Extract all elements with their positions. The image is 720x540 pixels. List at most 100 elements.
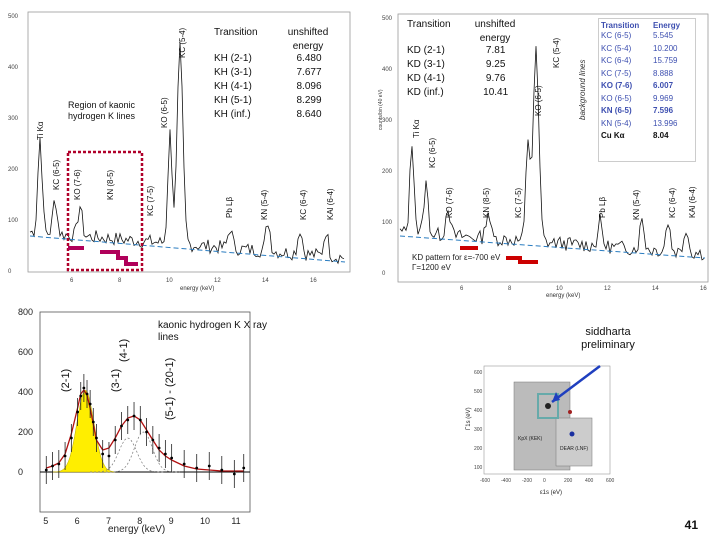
siddharta-box: [537, 393, 559, 419]
left-table-transition: KH (4-1): [214, 81, 252, 92]
data-point: [120, 412, 123, 440]
kaonic-hydrogen-fit-chart: 0 200 400 600 800 5 6 7 8 9 10 11 energy (keV): [18, 307, 251, 535]
inset-xlabel: ε1s (eV): [540, 490, 562, 496]
data-point: [182, 450, 186, 478]
right-table-row: KD (2-1) 7.81: [407, 44, 519, 58]
data-point: [242, 454, 246, 482]
r-label-kn85: KN (8-5): [482, 187, 491, 218]
data-point: [88, 390, 92, 418]
right-baseline-fit: [399, 235, 706, 259]
inset-x-tick: -200: [522, 478, 532, 484]
data-point: [151, 426, 155, 454]
data-point: [85, 380, 89, 408]
bg-row-transition: KC (5-4): [601, 43, 632, 53]
r-label-ko76: KO (7-6): [445, 187, 454, 218]
right-table-transition: KD (2-1): [407, 45, 445, 56]
fit-label-41: (4-1): [118, 338, 130, 362]
left-table-energy: 8.299: [296, 95, 322, 106]
x-tick-label: 5: [43, 516, 48, 526]
left-table-transition: KH (2-1): [214, 53, 252, 64]
bg-row-energy: 5.545: [653, 31, 674, 40]
inset-y-tick: 200: [474, 446, 483, 452]
inset-x-tick: -600: [480, 478, 490, 484]
r-label-ko65: KO (6-5): [534, 85, 543, 116]
y-tick-label: 200: [8, 167, 19, 173]
r-label-kc54: KC (5-4): [552, 37, 561, 68]
bg-row-energy: 9.969: [653, 93, 674, 103]
bg-row-transition: KN (5-4): [601, 118, 632, 128]
left-table-header-transition: Transition: [214, 27, 258, 38]
r-label-kc64: KC (6-4): [668, 187, 677, 218]
bg-row-energy: 8.04: [653, 131, 669, 140]
bg-header-transition: Transition: [601, 21, 640, 30]
y-tick-label: 100: [382, 220, 393, 226]
right-table-row: KD (4-1) 9.76: [407, 72, 519, 86]
x-tick-label: 10: [166, 278, 173, 284]
right-table-header-energy: unshifted energy: [474, 19, 516, 44]
fit-xlabel: energy (keV): [108, 524, 165, 535]
dear-label: DEAR (LNF): [560, 446, 588, 452]
data-point: [113, 426, 117, 454]
left-table-row: KH (4-1) 8.096: [214, 80, 334, 94]
left-table-col2: unshifted energy: [282, 26, 334, 54]
bg-row-transition: KC (7-5): [601, 68, 632, 78]
bg-table-header: Transition Energy: [601, 21, 693, 30]
data-point: [132, 402, 136, 430]
x-tick-label: 8: [137, 516, 142, 526]
background-lines-table: Transition Energy KC (6-5) 5.545 KC (5-4) 10.…: [598, 18, 696, 162]
r-label-kal64: KAl (6-4): [688, 186, 697, 218]
label-ko65: KO (6-5): [160, 97, 169, 128]
kh41-component: [105, 431, 180, 473]
kd-pattern-bars: [460, 246, 538, 264]
label-kc54: KC (5-4): [178, 27, 187, 58]
bg-row-energy: 13.996: [653, 118, 678, 128]
kpx-point: [568, 410, 572, 414]
y-tick-label: 0: [382, 271, 386, 277]
x-tick-label: 12: [214, 278, 221, 284]
bg-row-transition: KO (6-5): [601, 93, 632, 103]
left-xlabel: energy (keV): [180, 286, 214, 292]
x-tick-label: 14: [262, 278, 269, 284]
right-table-transition: KD (inf.): [407, 87, 444, 98]
x-tick-label: 16: [310, 278, 317, 284]
bg-header-energy: Energy: [653, 21, 681, 30]
inset-x-tick: 600: [606, 478, 615, 484]
y-tick-label: 600: [18, 347, 33, 357]
y-tick-label: 500: [8, 14, 19, 20]
kh31-component: [90, 437, 164, 473]
left-table-col1: Transition: [214, 26, 284, 40]
inset-x-tick: -400: [501, 478, 511, 484]
data-point: [51, 452, 54, 480]
bg-row: KC (6-4) 15.759: [601, 55, 693, 68]
arrow-head: [552, 392, 560, 402]
data-point: [101, 440, 105, 468]
inset-y-tick: 600: [474, 370, 483, 376]
data-point: [195, 454, 199, 482]
x-tick-label: 12: [604, 286, 611, 292]
x-tick-label: 14: [652, 286, 659, 292]
right-table-rows: KD (2-1) 7.81 KD (3-1) 9.25 KD (4-1) 9.76 KD (…: [407, 44, 519, 100]
r-label-kc75: KC (7-5): [514, 187, 523, 218]
bg-row-transition: KC (6-4): [601, 56, 632, 65]
data-point: [138, 406, 142, 434]
data-point: [126, 406, 130, 434]
bg-row: KC (7-5) 8.888: [601, 68, 693, 81]
x-tick-label: 11: [231, 516, 240, 526]
r-label-ti-ka: Ti Kα: [412, 119, 421, 138]
bg-row-transition: KC (6-5): [601, 31, 632, 40]
label-kc65: KC (6-5): [52, 159, 61, 190]
data-point: [82, 374, 86, 402]
y-tick-label: 300: [382, 118, 393, 124]
x-tick-label: 6: [460, 286, 464, 292]
right-table-energy: 9.25: [485, 59, 506, 70]
y-tick-label: 400: [18, 387, 33, 397]
region-label: Region of kaonic hydrogen K lines: [68, 100, 136, 121]
bg-row: KC (6-5) 5.545: [601, 30, 693, 43]
label-kn54: KN (5-4): [260, 189, 269, 220]
y-tick-label: 0: [18, 467, 23, 477]
bg-row-transition: Cu Kα: [601, 131, 625, 140]
bg-row: KC (5-4) 10.200: [601, 43, 693, 56]
data-point: [163, 440, 167, 468]
y-tick-label: 400: [8, 65, 19, 71]
y-tick-label: 200: [382, 169, 393, 175]
